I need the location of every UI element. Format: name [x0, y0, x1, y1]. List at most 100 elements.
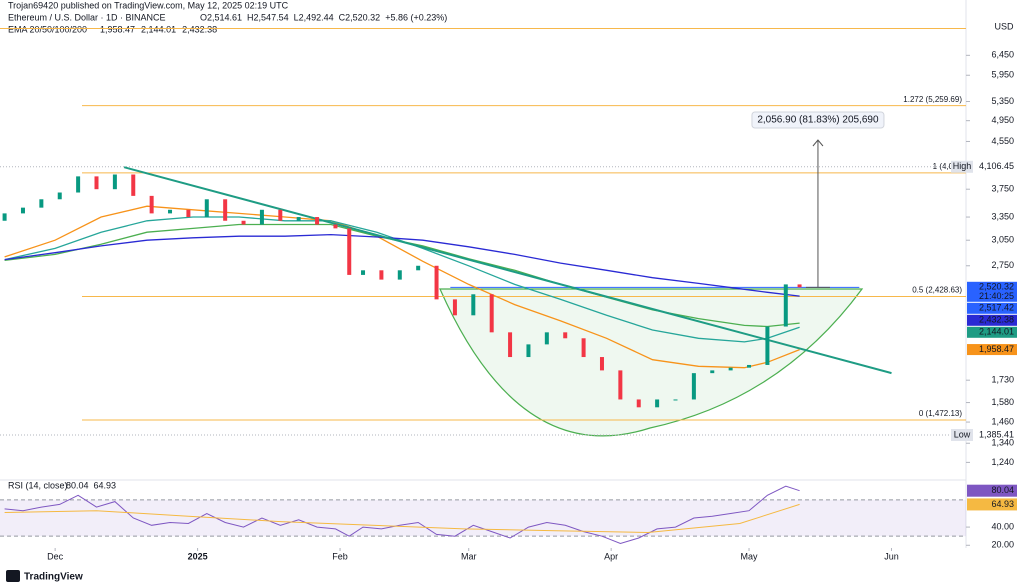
price-tag-label: 1,958.47	[979, 344, 1014, 354]
x-tick-label: 2025	[188, 551, 208, 561]
candle-body	[655, 399, 660, 408]
candle-body	[20, 207, 25, 214]
fib-label: 1.272 (5,259.69)	[903, 95, 962, 104]
candle-body	[691, 373, 696, 400]
measure-arrow	[812, 139, 824, 147]
y-tick-label: 3,050	[991, 235, 1014, 245]
candle-body	[112, 174, 117, 190]
candle-body	[673, 399, 678, 401]
candle-body	[728, 367, 733, 371]
rsi-ma	[4, 503, 800, 534]
y-tick-label: 1,580	[991, 397, 1014, 407]
candle-body	[361, 270, 366, 275]
high-label: High	[953, 161, 972, 171]
rsi-line	[4, 485, 800, 545]
candle-body	[241, 220, 246, 225]
y-tick-label: 2,750	[991, 260, 1014, 270]
ema-line	[4, 233, 800, 297]
fib-label: 0 (1,472.13)	[919, 409, 962, 418]
candle-body	[508, 332, 513, 358]
y-tick-label: 3,750	[991, 184, 1014, 194]
price-tag	[967, 314, 1017, 326]
y-tick-label: 1,460	[991, 416, 1014, 426]
candle-body	[526, 344, 531, 358]
ema-value: 2,144.01	[141, 24, 176, 34]
currency: USD	[994, 21, 1014, 31]
quote-value: C2,520.32	[339, 12, 381, 22]
candle-body	[797, 284, 802, 288]
price-tag	[967, 281, 1017, 302]
low-label: Low	[954, 429, 971, 439]
candle-body	[471, 294, 476, 316]
rsi-value: 80.04	[66, 480, 89, 490]
rsi-tick-label: 40.00	[991, 521, 1014, 531]
quote-value: +5.86 (+0.23%)	[385, 12, 447, 22]
candle-body	[259, 209, 264, 225]
countdown: 21:40:25	[979, 291, 1014, 301]
candle-body	[39, 199, 44, 208]
ema-line	[4, 223, 800, 328]
quote-value: O2,514.61	[200, 12, 242, 22]
price-tag-label: 2,517.42	[979, 303, 1014, 313]
candle-body	[186, 209, 191, 218]
candle-body	[333, 224, 338, 229]
rsi-label: RSI (14, close)	[8, 480, 68, 490]
low-tag	[951, 429, 973, 442]
y-tick-label: 1,730	[991, 375, 1014, 385]
candle-body	[168, 209, 173, 214]
candle-body	[94, 176, 99, 190]
x-tick-label: Dec	[47, 551, 64, 561]
fib-label: 0.5 (2,428.63)	[912, 286, 962, 295]
candle-body	[347, 228, 352, 275]
ema-line	[4, 216, 800, 343]
rsi-tag	[967, 484, 1017, 497]
candle-body	[563, 332, 568, 339]
candle-body	[223, 199, 228, 221]
price-tag	[967, 344, 1017, 356]
candle-body	[489, 294, 494, 333]
y-tick-label: 5,950	[991, 70, 1014, 80]
candle-body	[149, 195, 154, 214]
trendline	[123, 166, 892, 375]
rsi-tag	[967, 498, 1017, 511]
rsi-value: 64.93	[94, 480, 117, 490]
candle-body	[747, 364, 752, 368]
rsi-tag-label: 80.04	[991, 485, 1014, 495]
high-tag	[951, 160, 973, 173]
y-tick-label: 4,950	[991, 115, 1014, 125]
rsi-tick-label: 20.00	[991, 540, 1014, 550]
y-tick-label: 1,340	[991, 438, 1014, 448]
quote-value: H2,547.54	[247, 12, 289, 22]
candle-body	[57, 192, 62, 200]
measure-label: 2,056.90 (81.83%) 205,690	[757, 115, 879, 126]
logo	[6, 570, 20, 582]
candle-body	[204, 199, 209, 218]
x-tick-label: Mar	[461, 551, 477, 561]
candle-body	[618, 370, 623, 400]
price-tag	[967, 302, 1017, 314]
candle-body	[131, 174, 136, 196]
y-tick-label: 5,350	[991, 96, 1014, 106]
high-value: 4,106.45	[979, 161, 1014, 171]
price-tag-label: 2,432.38	[979, 315, 1014, 325]
candle-body	[416, 265, 421, 271]
measure-box	[751, 111, 885, 129]
candle-body	[636, 399, 641, 408]
price-tag	[967, 326, 1017, 338]
x-tick-label: Feb	[332, 551, 348, 561]
y-tick-label: 4,550	[991, 136, 1014, 146]
y-tick-label: 6,450	[991, 50, 1014, 60]
candle-body	[581, 338, 586, 358]
rsi-tag-label: 64.93	[991, 499, 1014, 509]
x-tick-label: May	[741, 551, 759, 561]
candle-body	[379, 270, 384, 280]
candle-body	[397, 270, 402, 280]
low-value: 1,385.41	[979, 429, 1014, 439]
y-tick-label: 3,350	[991, 211, 1014, 221]
symbol-title: Ethereum / U.S. Dollar · 1D · BINANCE	[8, 12, 166, 22]
brand: TradingView	[24, 572, 83, 583]
x-tick-label: Jun	[884, 551, 899, 561]
ema-label: EMA 20/50/100/200	[8, 24, 87, 34]
price-tag-label: 2,520.32	[979, 282, 1014, 292]
